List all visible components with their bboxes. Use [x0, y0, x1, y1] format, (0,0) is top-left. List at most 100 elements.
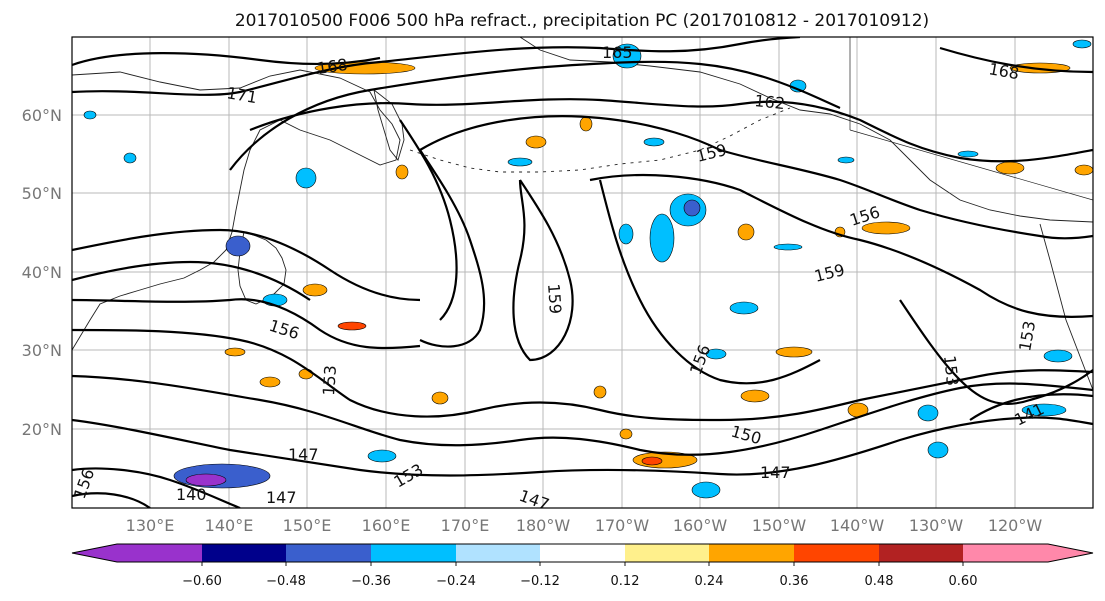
coastline-japan — [237, 231, 287, 305]
contour-label: 168 — [316, 55, 349, 78]
colorbar-bin — [625, 544, 709, 562]
shade-neg — [773, 243, 803, 251]
gridlines — [72, 37, 1093, 508]
shade-neg — [927, 441, 949, 459]
shade-neg — [705, 348, 727, 360]
shade-pos — [302, 283, 328, 297]
contour-156-west — [72, 298, 421, 350]
contour-trough-2 — [399, 119, 458, 321]
map-frame — [71, 36, 1094, 509]
colorbar-label: 0.12 — [611, 574, 640, 589]
contour-east-ridge — [899, 299, 1093, 405]
lat-label: 50°N — [22, 184, 62, 203]
shade-neg — [225, 235, 251, 257]
colorbar-label: 0.60 — [949, 574, 978, 589]
contour-165 — [229, 60, 841, 171]
contour-162 — [249, 98, 1093, 163]
contour-southwest — [72, 467, 241, 508]
contour-southwest-2 — [72, 492, 151, 508]
colorbar-bin — [202, 544, 286, 562]
shade-pos — [259, 376, 281, 388]
shade-pos — [395, 164, 409, 180]
lon-label: 140°W — [830, 516, 885, 535]
colorbar-label: −0.48 — [266, 574, 306, 589]
shade-neg — [295, 167, 317, 189]
colorbar-label: −0.24 — [436, 574, 476, 589]
shade-neg — [367, 449, 397, 463]
colorbar-ticks — [201, 562, 964, 566]
contours — [72, 37, 1093, 508]
colorbar-label: 0.24 — [695, 574, 724, 589]
contour-153 — [72, 328, 1093, 422]
shade-neg — [1043, 349, 1073, 363]
contour-171 — [72, 52, 381, 67]
shade-neg — [83, 110, 97, 120]
colorbar-bin — [963, 544, 1048, 562]
lon-label: 130°W — [909, 516, 964, 535]
contour-west-loop-2 — [72, 260, 311, 301]
map-title: 2017010500 F006 500 hPa refract., precip… — [235, 11, 929, 31]
shade-pos — [593, 385, 607, 399]
contour-label: 159 — [544, 283, 565, 315]
shade-neg — [837, 156, 855, 164]
shade-pos — [337, 321, 367, 331]
lon-label: 160°E — [362, 516, 411, 535]
contour-label: 153 — [319, 364, 340, 396]
shade-neg — [1021, 403, 1067, 417]
shade-neg — [507, 157, 533, 167]
contour-east-low — [969, 393, 1093, 421]
shade-pos — [641, 456, 663, 466]
shade-pos — [740, 389, 770, 403]
contour-168 — [72, 37, 801, 96]
lon-label: 170°W — [595, 516, 650, 535]
contour-147 — [72, 416, 1093, 477]
lon-label: 140°E — [205, 516, 254, 535]
shade-pos — [861, 221, 911, 235]
map-panel: 171 168 165 168 162 159 156 159 159 156 … — [71, 36, 1094, 509]
shade-neg — [185, 473, 227, 487]
lat-labels: 60°N 50°N 40°N 30°N 20°N — [22, 106, 62, 439]
lat-label: 60°N — [22, 106, 62, 125]
lon-label: 150°W — [752, 516, 807, 535]
colorbar: −0.60 −0.48 −0.36 −0.24 −0.12 0.12 0.24 … — [71, 543, 1094, 589]
shading-positive — [224, 61, 1093, 469]
colorbar-label: −0.60 — [182, 574, 222, 589]
shade-pos — [314, 61, 416, 75]
shade-neg — [729, 301, 759, 315]
lon-label: 160°W — [673, 516, 728, 535]
lon-label: 120°W — [988, 516, 1043, 535]
lat-label: 20°N — [22, 420, 62, 439]
contour-label: 162 — [754, 91, 786, 113]
lon-label: 130°E — [126, 516, 175, 535]
shade-pos — [298, 368, 314, 380]
lat-label: 30°N — [22, 341, 62, 360]
colorbar-bin — [286, 544, 371, 562]
contour-label: 147 — [266, 488, 297, 507]
shade-neg — [1072, 39, 1092, 49]
colorbar-bin — [371, 544, 456, 562]
border-canada — [849, 37, 1093, 201]
shade-pos — [737, 223, 755, 241]
colorbar-bin — [456, 544, 540, 562]
shade-neg — [691, 481, 721, 499]
lon-label: 180°W — [516, 516, 571, 535]
colorbar-outline — [71, 543, 1094, 563]
colorbar-bin — [709, 544, 794, 562]
lon-label: 170°E — [441, 516, 490, 535]
contour-west-loop-1 — [72, 228, 421, 302]
colorbar-label: −0.12 — [520, 574, 560, 589]
shade-pos — [431, 391, 449, 405]
contour-150 — [72, 374, 1093, 456]
shade-neg — [618, 223, 634, 245]
contour-label: 153 — [940, 354, 962, 386]
contour-label: 147 — [760, 463, 791, 482]
shade-pos — [775, 346, 813, 358]
shade-pos — [619, 428, 633, 440]
coastline-aleutians — [409, 107, 791, 173]
contour-168-east — [939, 46, 1093, 74]
contour-159-loop — [512, 179, 574, 362]
colorbar-label: 0.48 — [865, 574, 894, 589]
lon-labels: 130°E 140°E 150°E 160°E 170°E 180°W 170°… — [126, 516, 1043, 535]
contour-label: 147 — [288, 445, 319, 464]
shade-pos — [995, 161, 1025, 175]
